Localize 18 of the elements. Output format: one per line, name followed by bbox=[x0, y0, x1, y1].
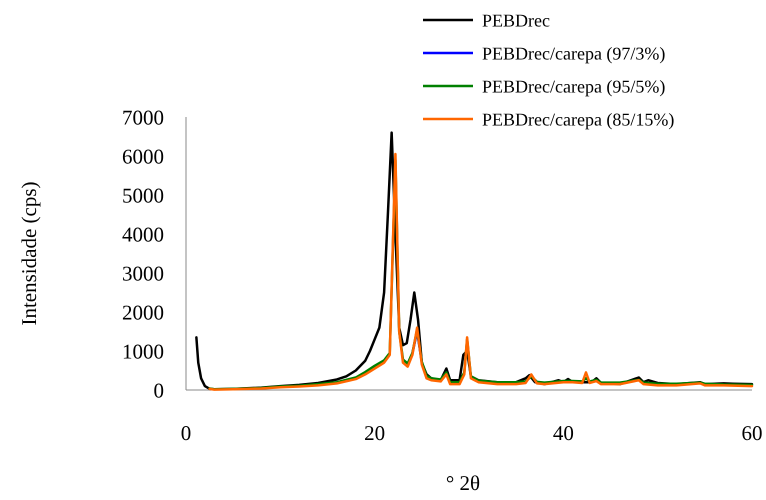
x-tick-label: 60 bbox=[742, 421, 762, 445]
legend-label: PEBDrec/carepa (95/5%) bbox=[482, 76, 666, 96]
y-tick-label: 3000 bbox=[122, 261, 164, 286]
legend-label: PEBDrec/carepa (97/3%) bbox=[482, 43, 666, 64]
y-tick-label: 1000 bbox=[122, 339, 164, 364]
legend-label: PEBDrec/carepa (85/15%) bbox=[482, 109, 674, 130]
legend-label: PEBDrec bbox=[482, 10, 550, 30]
y-tick-label: 2000 bbox=[122, 300, 164, 324]
y-axis-title: Intensidade (cps) bbox=[17, 181, 41, 326]
x-tick-label: 0 bbox=[180, 421, 192, 445]
x-axis-title: ° 2θ bbox=[446, 471, 480, 495]
x-tick-label: 40 bbox=[552, 421, 574, 445]
x-tick-label: 20 bbox=[364, 421, 386, 445]
y-tick-label: 4000 bbox=[122, 222, 164, 246]
y-tick-label: 7000 bbox=[122, 105, 164, 130]
y-tick-label: 6000 bbox=[122, 144, 164, 168]
y-tick-label: 0 bbox=[154, 378, 164, 402]
y-tick-label: 5000 bbox=[122, 183, 164, 208]
